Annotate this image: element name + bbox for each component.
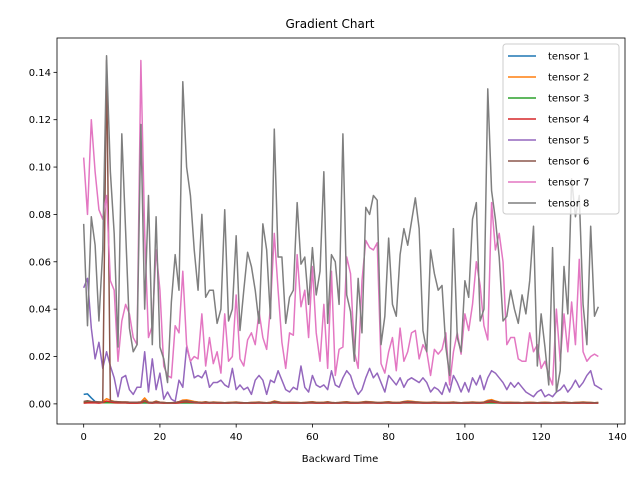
- x-tick-label: 80: [382, 432, 395, 443]
- legend-label: tensor 2: [548, 73, 589, 84]
- x-tick-label: 40: [230, 432, 243, 443]
- series-lines: [82, 55, 603, 404]
- series-line-tensor-6: [83, 59, 599, 404]
- legend-label: tensor 3: [548, 94, 589, 105]
- y-tick-label: 0.06: [29, 257, 51, 268]
- y-tick-label: 0.00: [29, 399, 51, 410]
- legend-label: tensor 6: [548, 157, 589, 168]
- series-line-tensor-8: [82, 55, 600, 393]
- series-line-tensor-7: [82, 59, 599, 386]
- y-tick-label: 0.04: [29, 305, 51, 316]
- x-axis-ticks: 0 20 40 60 80 100 120 140: [80, 424, 627, 443]
- legend-box: [502, 43, 620, 215]
- legend-label: tensor 1: [548, 52, 589, 63]
- legend-label: tensor 4: [548, 115, 589, 126]
- plot-area-frame: [56, 37, 626, 425]
- y-tick-label: 0.12: [29, 115, 51, 126]
- legend-label: tensor 5: [548, 136, 589, 147]
- x-tick-label: 140: [608, 432, 627, 443]
- series-line-tensor-5: [82, 277, 603, 403]
- x-tick-label: 60: [306, 432, 319, 443]
- legend-label: tensor 8: [548, 199, 589, 210]
- x-tick-label: 100: [455, 432, 474, 443]
- chart-title: Gradient Chart: [285, 17, 374, 31]
- x-tick-label: 0: [80, 432, 86, 443]
- legend-entries: tensor 1 tensor 2 tensor 3 tensor 4 tensor 5…: [508, 52, 589, 210]
- x-tick-label: 20: [154, 432, 167, 443]
- y-tick-label: 0.14: [29, 68, 51, 79]
- y-axis-ticks: 0.00 0.02 0.04 0.06 0.08 0.10 0.12 0.14: [29, 68, 57, 410]
- y-tick-label: 0.10: [29, 163, 51, 174]
- legend-label: tensor 7: [548, 178, 589, 189]
- y-tick-label: 0.08: [29, 210, 51, 221]
- y-tick-label: 0.02: [29, 352, 51, 363]
- x-tick-label: 120: [532, 432, 551, 443]
- legend: tensor 1 tensor 2 tensor 3 tensor 4 tensor 5…: [502, 43, 620, 215]
- x-axis-label: Backward Time: [302, 454, 379, 465]
